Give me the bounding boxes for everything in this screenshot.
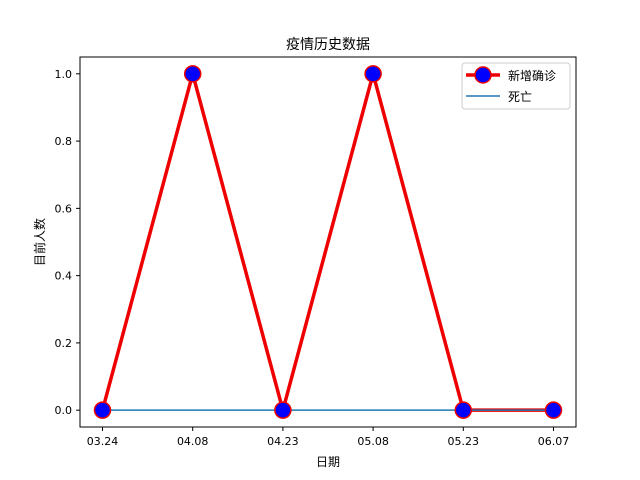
y-tick-label: 0.6 [55,202,73,215]
legend-label-new-cases: 新增确诊 [508,68,556,83]
y-tick-label: 0.0 [55,404,73,417]
y-tick-label: 0.4 [55,270,73,283]
series-layer [93,65,563,419]
y-axis-label: 目前人数 [32,218,47,266]
data-point-new-cases [364,65,382,83]
chart-title: 疫情历史数据 [286,37,370,53]
x-tick-label: 06.07 [538,435,570,448]
legend: 新增确诊 死亡 [461,62,571,110]
data-point-new-cases [274,401,292,419]
y-tick-label: 0.8 [55,135,73,148]
legend-label-deaths: 死亡 [508,90,532,104]
x-axis-label: 日期 [316,455,340,469]
x-tick-label: 03.24 [87,435,119,448]
data-point-new-cases [544,401,563,419]
legend-marker-new-cases [474,66,492,84]
x-axis-ticks: 03.24 04.08 04.23 05.08 05.23 06.07 [87,427,570,448]
y-axis-ticks: 0.0 0.2 0.4 0.6 0.8 1.0 [55,68,80,417]
plot-frame [79,56,577,428]
data-point-new-cases [93,401,112,419]
data-point-new-cases [454,401,473,419]
data-point-new-cases [183,65,202,83]
x-tick-label: 04.08 [177,435,209,448]
x-tick-label: 04.23 [267,435,299,448]
x-tick-label: 05.08 [357,435,389,448]
y-tick-label: 0.2 [55,337,73,350]
x-tick-label: 05.23 [448,435,480,448]
y-tick-label: 1.0 [55,68,73,81]
